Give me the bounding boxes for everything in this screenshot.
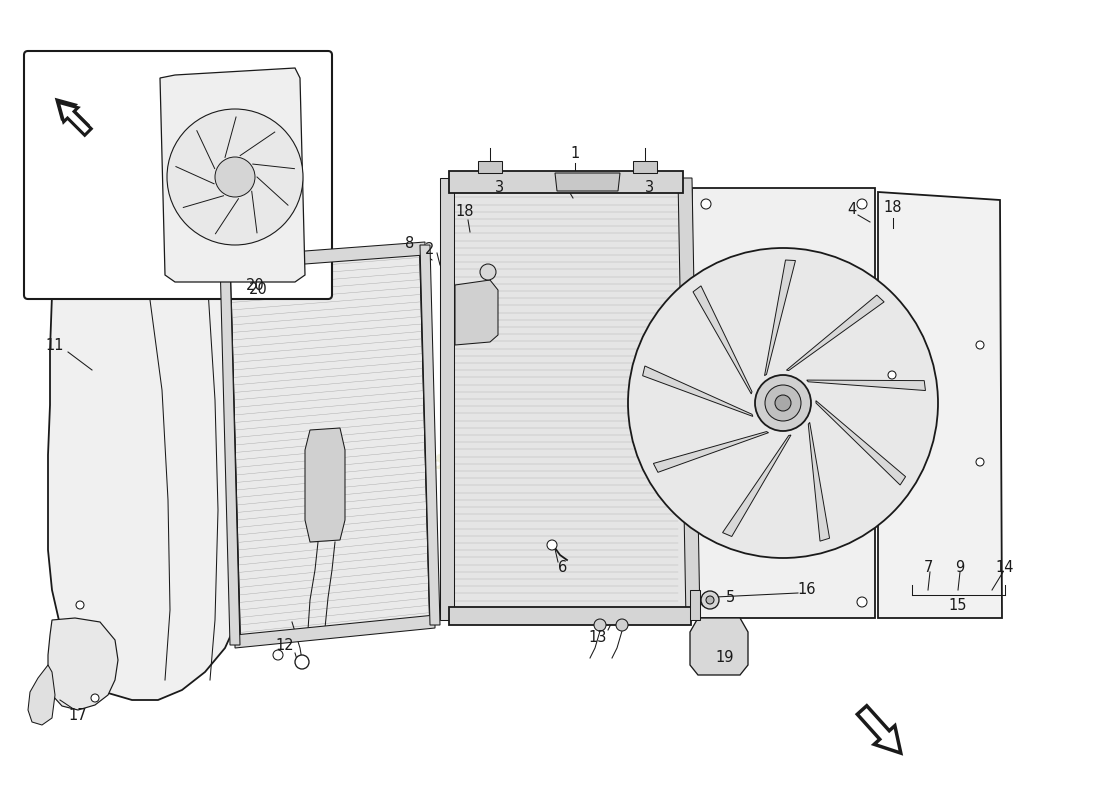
Text: 6: 6 (559, 561, 568, 575)
Text: 16: 16 (798, 582, 816, 598)
Polygon shape (690, 618, 748, 675)
Polygon shape (230, 250, 430, 640)
Text: 14: 14 (996, 559, 1014, 574)
Circle shape (100, 274, 110, 282)
Polygon shape (632, 161, 657, 173)
Circle shape (857, 199, 867, 209)
Polygon shape (653, 431, 769, 472)
Circle shape (273, 650, 283, 660)
Polygon shape (305, 428, 345, 542)
Circle shape (776, 395, 791, 411)
Text: 13: 13 (588, 630, 607, 646)
Polygon shape (556, 173, 620, 191)
Circle shape (216, 263, 224, 273)
Polygon shape (690, 590, 700, 620)
Text: 8: 8 (406, 235, 415, 250)
Text: 11: 11 (46, 338, 64, 353)
Text: 5: 5 (725, 590, 735, 606)
Polygon shape (449, 607, 691, 625)
Polygon shape (693, 286, 752, 394)
Circle shape (214, 157, 255, 197)
Polygon shape (48, 618, 118, 710)
Polygon shape (642, 366, 752, 417)
Polygon shape (28, 665, 55, 725)
Polygon shape (816, 401, 905, 485)
Polygon shape (420, 245, 440, 625)
Circle shape (628, 248, 938, 558)
Text: 17: 17 (68, 707, 87, 722)
Text: 7: 7 (923, 559, 933, 574)
Text: 2: 2 (426, 242, 434, 258)
Circle shape (91, 694, 99, 702)
Polygon shape (878, 192, 1002, 618)
Polygon shape (723, 435, 791, 537)
Circle shape (755, 375, 811, 431)
Text: 9: 9 (956, 559, 965, 574)
Polygon shape (220, 260, 240, 645)
Circle shape (764, 385, 801, 421)
Polygon shape (857, 706, 901, 753)
Polygon shape (455, 280, 498, 345)
Text: autoparts.com: autoparts.com (226, 418, 434, 562)
Circle shape (976, 341, 984, 349)
Circle shape (295, 655, 309, 669)
Circle shape (480, 264, 496, 280)
Polygon shape (160, 68, 305, 282)
Text: 12: 12 (276, 638, 295, 653)
Circle shape (888, 371, 896, 379)
Text: autoparts.com: autoparts.com (207, 475, 394, 605)
Text: 21: 21 (561, 178, 580, 194)
Polygon shape (478, 161, 502, 173)
Text: 3: 3 (495, 181, 505, 195)
Polygon shape (440, 178, 454, 620)
Text: 15: 15 (948, 598, 967, 613)
Circle shape (165, 261, 175, 270)
Circle shape (701, 199, 711, 209)
Circle shape (706, 596, 714, 604)
Polygon shape (806, 380, 925, 390)
Polygon shape (58, 102, 91, 135)
Polygon shape (57, 100, 88, 131)
Polygon shape (235, 615, 434, 648)
Polygon shape (786, 295, 884, 370)
Text: 3: 3 (646, 181, 654, 195)
Text: 18: 18 (455, 205, 474, 219)
Circle shape (594, 619, 606, 631)
Text: 4: 4 (847, 202, 857, 218)
FancyBboxPatch shape (24, 51, 332, 299)
Circle shape (616, 619, 628, 631)
Text: 18: 18 (883, 201, 902, 215)
Polygon shape (226, 242, 425, 270)
Text: 1: 1 (571, 146, 580, 161)
Polygon shape (452, 183, 688, 615)
Polygon shape (808, 422, 829, 541)
Circle shape (976, 458, 984, 466)
Polygon shape (678, 178, 700, 620)
Polygon shape (449, 171, 683, 193)
Circle shape (857, 597, 867, 607)
Polygon shape (692, 188, 874, 618)
Text: 20: 20 (249, 282, 267, 298)
Circle shape (547, 540, 557, 550)
Circle shape (701, 591, 719, 609)
Polygon shape (48, 245, 270, 700)
Text: 20: 20 (245, 278, 264, 293)
Text: 19: 19 (716, 650, 735, 666)
Circle shape (76, 601, 84, 609)
Circle shape (701, 597, 711, 607)
Text: since 1985: since 1985 (338, 396, 462, 484)
Circle shape (167, 109, 302, 245)
Polygon shape (764, 260, 795, 376)
